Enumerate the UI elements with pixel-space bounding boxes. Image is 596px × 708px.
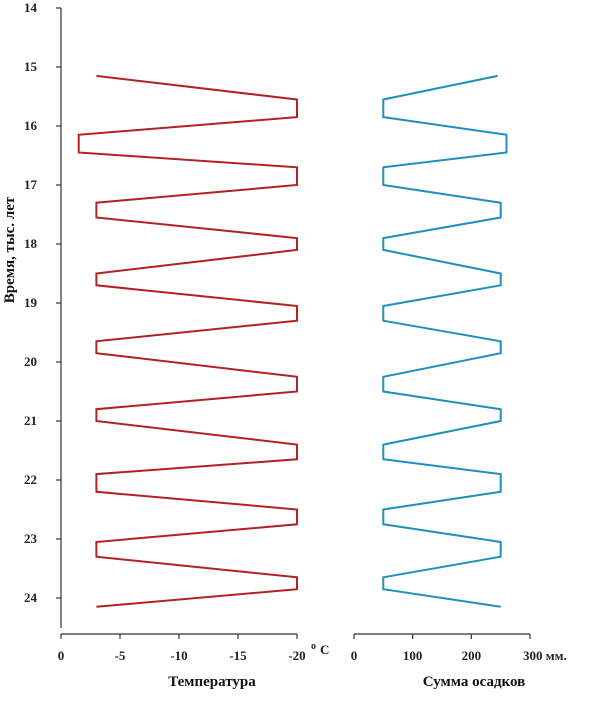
x-tick-label: 300 мм. (523, 648, 567, 663)
x-tick-label: -10 (170, 648, 187, 663)
temperature-axis-title: Температура (168, 674, 256, 690)
x-tick-label: 200 (462, 648, 482, 663)
y-tick-label: 15 (24, 59, 38, 74)
y-tick-label: 17 (24, 177, 38, 192)
y-tick-label: 23 (24, 531, 38, 546)
y-tick-label: 22 (24, 472, 37, 487)
x-tick-label: 0 (351, 648, 358, 663)
y-tick-label: 21 (24, 413, 37, 428)
series-line (382, 74, 508, 608)
precipitation-axis-title: Сумма осадков (423, 674, 525, 690)
temperature-panel: 0 -5 -10 -15 -20 o C (58, 74, 329, 663)
y-tick-label: 14 (24, 0, 38, 15)
y-tick-label: 20 (24, 354, 37, 369)
y-tick-label: 19 (24, 295, 38, 310)
x-tick-label: -20 (288, 648, 305, 663)
y-axis: 14 15 16 17 18 19 20 21 22 23 24 (24, 0, 62, 628)
y-axis-title: Время, тыс. лет (2, 196, 18, 303)
y-tick-label: 18 (24, 236, 38, 251)
y-tick-label: 16 (24, 118, 38, 133)
x-tick-label: -15 (229, 648, 247, 663)
x-tick-label: 0 (58, 648, 65, 663)
x-tick-label: 100 (403, 648, 423, 663)
y-tick-label: 24 (24, 590, 38, 605)
x-tick-label: -5 (115, 648, 126, 663)
series-line (77, 74, 298, 608)
precipitation-panel: 0 100 200 300 мм. (351, 74, 567, 663)
